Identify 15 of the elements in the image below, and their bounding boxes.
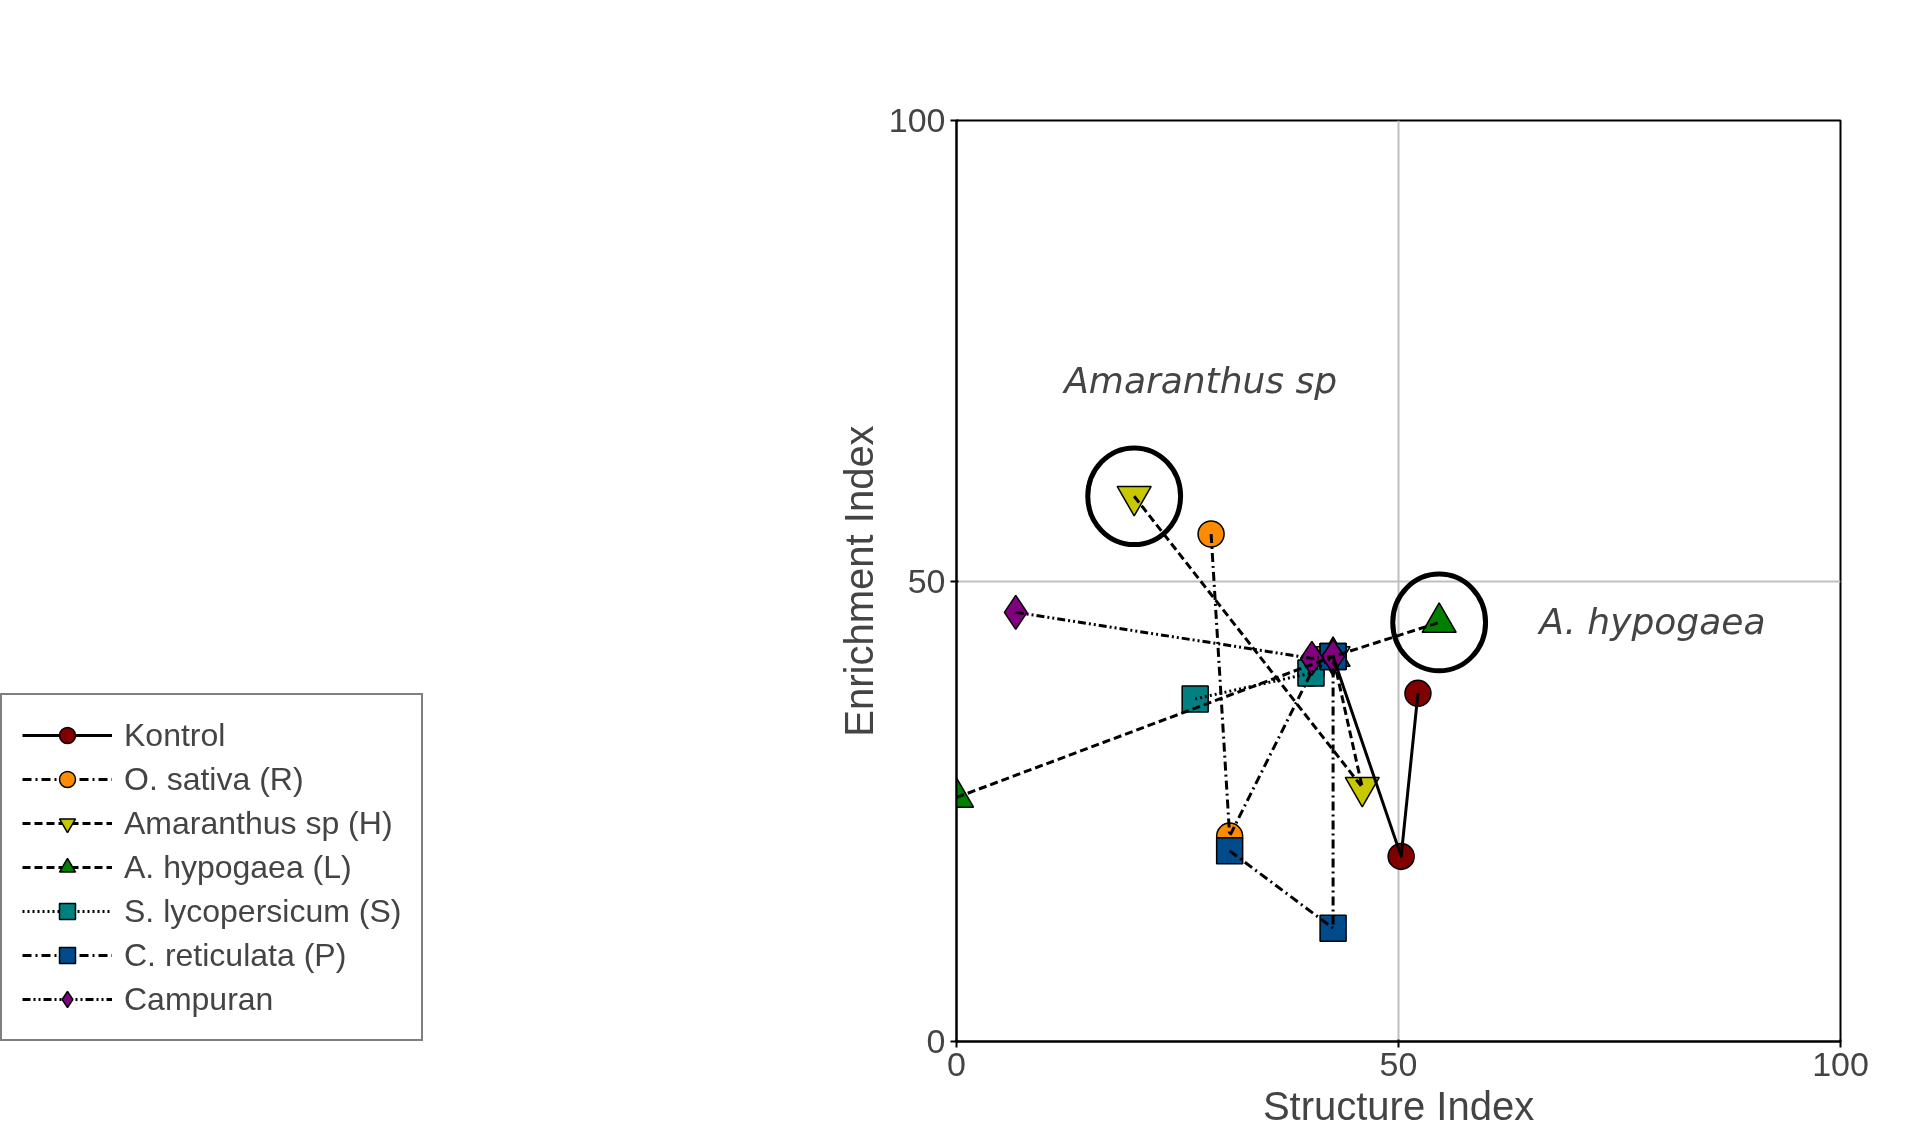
legend-label: C. reticulata (P) — [124, 936, 347, 974]
x-axis-title: Structure Index — [1262, 1083, 1535, 1128]
legend-label: S. lycopersicum (S) — [124, 892, 402, 930]
x-tick-label: 100 — [1812, 1044, 1869, 1083]
y-tick-label: 100 — [888, 101, 946, 139]
legend-label: Kontrol — [124, 716, 226, 754]
x-tick-label: 50 — [1379, 1044, 1418, 1083]
legend-label: A. hypogaea (L) — [124, 848, 352, 886]
y-tick-label: 50 — [907, 561, 946, 600]
annotation: A. hypogaea — [1537, 601, 1766, 643]
legend-label: Amaranthus sp (H) — [124, 804, 393, 842]
annotation: Amaranthus sp — [1062, 360, 1338, 402]
legend-label: Campuran — [124, 980, 274, 1018]
legend-label: O. sativa (R) — [124, 760, 304, 798]
y-axis-title: Enrichment Index — [836, 425, 881, 737]
